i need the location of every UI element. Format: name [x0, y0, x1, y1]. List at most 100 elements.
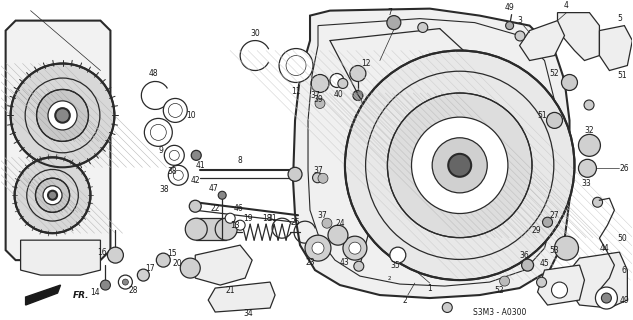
- Text: 13: 13: [230, 221, 240, 230]
- Circle shape: [313, 173, 323, 183]
- Text: 38: 38: [160, 185, 169, 194]
- Circle shape: [169, 150, 179, 160]
- Circle shape: [144, 118, 172, 146]
- Circle shape: [546, 112, 563, 128]
- Circle shape: [168, 103, 182, 117]
- Circle shape: [418, 22, 428, 32]
- Circle shape: [156, 253, 170, 267]
- Text: 12: 12: [361, 59, 371, 68]
- Circle shape: [328, 225, 348, 245]
- Circle shape: [151, 124, 166, 140]
- Circle shape: [215, 218, 237, 240]
- Polygon shape: [293, 9, 570, 298]
- Text: 51: 51: [618, 71, 627, 80]
- Text: 5: 5: [617, 14, 622, 23]
- Circle shape: [596, 287, 617, 309]
- Circle shape: [579, 134, 601, 156]
- Circle shape: [191, 150, 201, 160]
- Text: 53: 53: [549, 246, 560, 255]
- Text: 2: 2: [388, 276, 392, 281]
- Circle shape: [315, 99, 325, 108]
- Text: 29: 29: [532, 226, 541, 235]
- Text: 21: 21: [225, 285, 235, 295]
- Circle shape: [442, 302, 452, 312]
- Polygon shape: [195, 245, 252, 285]
- Text: 16: 16: [97, 248, 107, 257]
- Polygon shape: [520, 20, 565, 60]
- Circle shape: [165, 145, 184, 165]
- Circle shape: [579, 159, 596, 177]
- Circle shape: [349, 242, 361, 254]
- Circle shape: [108, 247, 123, 263]
- Text: 52: 52: [549, 69, 560, 78]
- Polygon shape: [6, 20, 110, 260]
- Text: 26: 26: [620, 164, 629, 173]
- Circle shape: [235, 220, 245, 230]
- Circle shape: [311, 75, 329, 92]
- Circle shape: [318, 173, 328, 183]
- Text: 7: 7: [387, 8, 392, 17]
- Text: 37: 37: [313, 166, 323, 175]
- Text: 28: 28: [128, 285, 138, 295]
- Text: 37: 37: [310, 91, 320, 100]
- Circle shape: [330, 74, 344, 87]
- Circle shape: [11, 64, 115, 167]
- Text: 2: 2: [403, 296, 407, 305]
- Text: 36: 36: [520, 251, 529, 260]
- Text: 45: 45: [540, 259, 549, 268]
- Text: 32: 32: [585, 126, 594, 135]
- Circle shape: [561, 75, 577, 91]
- Circle shape: [312, 242, 324, 254]
- Text: 51: 51: [537, 111, 548, 120]
- Text: 37: 37: [317, 211, 327, 220]
- Circle shape: [122, 279, 128, 285]
- Text: 43: 43: [340, 258, 350, 267]
- Polygon shape: [208, 282, 275, 312]
- Circle shape: [499, 276, 510, 286]
- Circle shape: [522, 259, 534, 271]
- Polygon shape: [21, 240, 101, 275]
- Circle shape: [180, 258, 200, 278]
- Text: 11: 11: [291, 87, 301, 96]
- Circle shape: [48, 191, 57, 200]
- Text: 14: 14: [91, 288, 100, 297]
- Circle shape: [338, 78, 348, 88]
- Circle shape: [354, 261, 364, 271]
- Text: 24: 24: [335, 219, 345, 228]
- Text: 15: 15: [168, 249, 177, 258]
- Text: 35: 35: [390, 260, 399, 270]
- Circle shape: [584, 100, 594, 110]
- Text: 49: 49: [620, 296, 629, 305]
- Text: 23: 23: [305, 258, 315, 267]
- Text: 42: 42: [191, 176, 200, 185]
- Text: 50: 50: [618, 234, 627, 243]
- Circle shape: [305, 235, 331, 261]
- Text: 27: 27: [549, 211, 560, 220]
- Circle shape: [601, 293, 611, 303]
- Text: 10: 10: [187, 111, 196, 120]
- Circle shape: [350, 66, 366, 82]
- Circle shape: [137, 269, 149, 281]
- Circle shape: [185, 218, 207, 240]
- Circle shape: [542, 217, 553, 227]
- Text: 19: 19: [243, 214, 253, 223]
- Circle shape: [35, 178, 70, 212]
- Circle shape: [592, 197, 603, 207]
- Circle shape: [432, 138, 487, 193]
- Text: 40: 40: [334, 90, 344, 99]
- Circle shape: [537, 277, 546, 287]
- Polygon shape: [25, 285, 61, 305]
- Text: 49: 49: [505, 3, 515, 12]
- Text: 47: 47: [208, 184, 218, 193]
- Circle shape: [515, 31, 525, 41]
- Circle shape: [218, 191, 226, 199]
- Text: 52: 52: [495, 285, 505, 295]
- Text: 38: 38: [168, 167, 177, 176]
- Circle shape: [353, 91, 363, 100]
- Text: 41: 41: [196, 161, 205, 170]
- Text: 22: 22: [210, 204, 220, 213]
- Text: 30: 30: [250, 29, 260, 38]
- Text: 44: 44: [599, 244, 610, 253]
- Circle shape: [173, 170, 184, 180]
- Text: 17: 17: [146, 264, 155, 273]
